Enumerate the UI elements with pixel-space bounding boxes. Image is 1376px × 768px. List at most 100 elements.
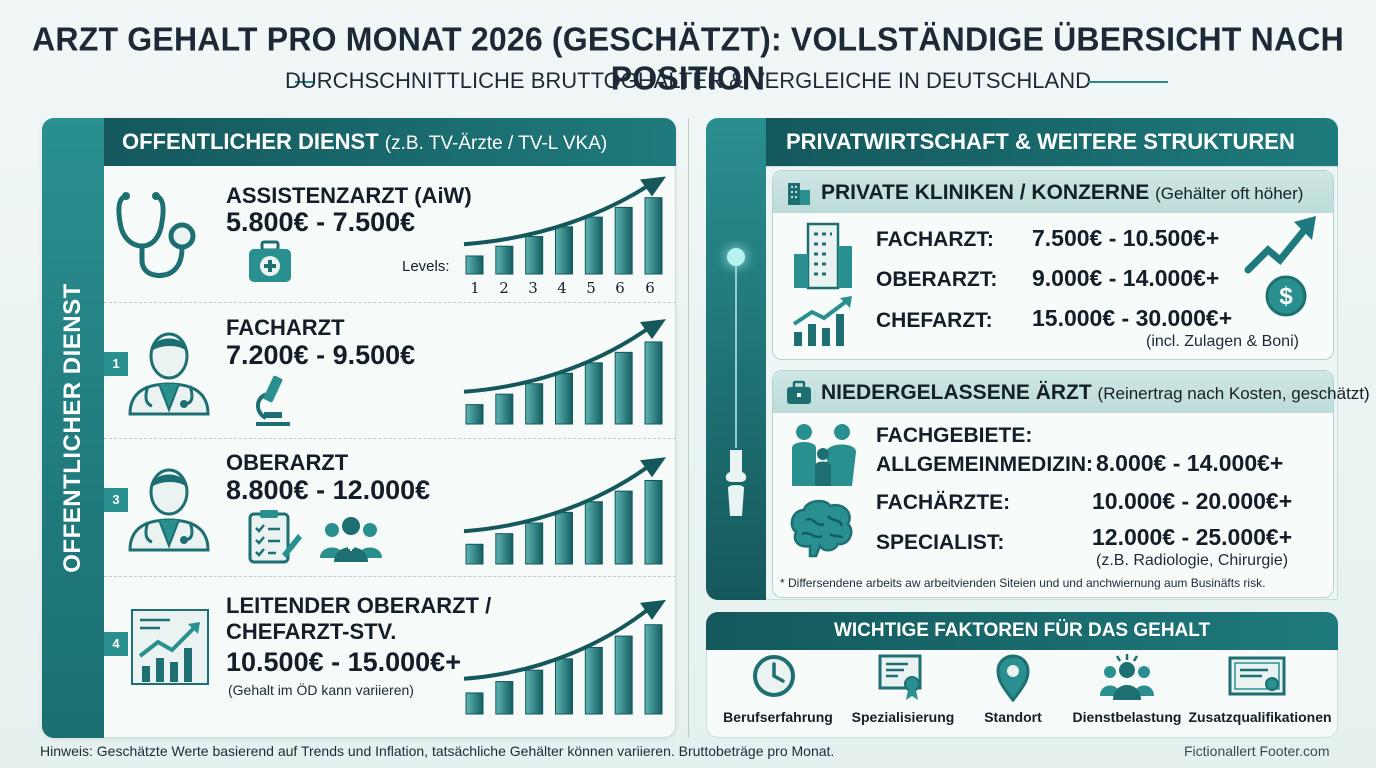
family-icon [792, 424, 856, 486]
specialty-row-label: FACHÄRZTE: [876, 491, 1011, 514]
growth-bar [525, 383, 544, 425]
medical-bag-icon [249, 240, 291, 282]
trend-arrow-head [640, 319, 666, 340]
trend-arrow-line [463, 606, 652, 681]
private-row-value: 15.000€ - 30.000€+ [1032, 305, 1233, 331]
location-pin-icon [996, 654, 1030, 702]
specialty-heading: FACHGEBIETE: [876, 424, 1033, 447]
growth-bar [644, 624, 663, 715]
position-badge: 1 [104, 352, 128, 376]
self-employed-card: NIEDERGELASSENE ÄRZT (Reinertrag nach Ko… [772, 370, 1370, 598]
private-row-label: CHEFARZT: [876, 309, 993, 332]
money-growth-icon: $ [1244, 216, 1316, 317]
growth-bar [644, 479, 663, 565]
specialty-note: (z.B. Radiologie, Chirurgie) [1096, 552, 1289, 569]
trend-arrow-head [640, 176, 666, 197]
disclaimer: * Differsendene arbeits aw arbeitvienden… [780, 576, 1266, 590]
factor-label: Berufserfahrung [723, 709, 833, 725]
brain-icon [790, 499, 853, 558]
position-title: ASSISTENZARZT (AiW) [226, 183, 472, 208]
position-salary-range: 5.800€ - 7.500€ [226, 207, 416, 237]
growth-bar [465, 404, 484, 425]
public-service-header-note: (z.B. TV-Ärzte / TV-L VKA) [384, 133, 608, 154]
growth-bar [465, 692, 484, 715]
footer-note: Hinweis: Geschätzte Werte basierend auf … [40, 743, 835, 759]
private-row-label: FACHARZT: [876, 228, 994, 251]
level-number: 3 [528, 279, 538, 297]
factors-header: WICHTIGE FAKTOREN FÜR DAS GEHALT [706, 612, 1338, 650]
growth-bar [525, 522, 544, 565]
factor-label: Standort [984, 709, 1042, 725]
position-title: FACHARZT [226, 315, 345, 340]
growth-bar [525, 669, 544, 715]
position-salary-range: 10.500€ - 15.000€+ [226, 647, 461, 677]
briefcase-icon [787, 380, 811, 404]
growth-bar [525, 236, 544, 275]
position-badge: 3 [104, 488, 128, 512]
level-number: 2 [499, 279, 509, 297]
footer-source: Fictionallert Footer.com [1184, 743, 1330, 759]
growth-bar [614, 635, 633, 715]
specialty-row-label: SPECIALIST: [876, 531, 1005, 554]
growth-bar [495, 533, 514, 565]
growth-bar [584, 646, 603, 715]
specialty-row-value: 10.000€ - 20.000€+ [1092, 488, 1293, 514]
growth-bar [584, 216, 603, 275]
growth-bar [614, 490, 633, 565]
growth-bar [495, 245, 514, 275]
doctor-icon [128, 332, 210, 416]
subtitle-row: DURCHSCHNITTLICHE BRUTTOGHÄLTER & VERGLE… [0, 68, 1376, 98]
growth-bar [614, 351, 633, 425]
private-sector-header: PRIVATWIRTSCHAFT & WEITERE STRUKTUREN [766, 118, 1338, 166]
self-employed-note: (Reinertrag nach Kosten, geschätzt) [1097, 384, 1370, 403]
public-service-sidebar: OFFENTLICHER DIENST [42, 118, 104, 738]
position-note: (Gehalt im ÖD kann variieren) [228, 682, 414, 698]
growth-bar [584, 501, 603, 565]
trend-arrow-line [463, 325, 652, 394]
trend-arrow-head [640, 457, 666, 478]
level-number: 6 [615, 279, 625, 297]
right-sidebar [706, 118, 766, 600]
factor-label: Zusatzqualifikationen [1188, 709, 1332, 725]
private-clinics-card-header: PRIVATE KLINIKEN / KONZERNE (Gehälter of… [773, 171, 1333, 213]
growth-bar [555, 511, 573, 565]
diploma-icon [1228, 656, 1286, 696]
specialty-row-label: ALLGEMEINMEDIZIN: [876, 453, 1093, 476]
factor-label: Spezialisierung [851, 709, 955, 725]
rising-chart-icon [131, 609, 209, 685]
private-row-value: 7.500€ - 10.500€+ [1032, 225, 1220, 251]
growth-bar [614, 206, 633, 275]
knee-joint-icon [725, 450, 747, 516]
growth-bar-chart [463, 457, 666, 565]
growth-bar-chart [463, 176, 666, 275]
private-clinics-title: PRIVATE KLINIKEN / KONZERNE [821, 181, 1150, 204]
level-number: 5 [586, 279, 596, 297]
public-service-side-label: OFFENTLICHER DIENST [59, 283, 86, 573]
growth-bar [555, 226, 573, 275]
doctor-icon [128, 468, 210, 552]
hospital-building-icon [794, 222, 852, 290]
trend-arrow-line [463, 182, 652, 247]
team-icon [320, 517, 382, 562]
row-divider [104, 576, 676, 577]
self-employed-title: NIEDERGELASSENE ÄRZT [821, 381, 1092, 404]
position-salary-range: 7.200€ - 9.500€ [226, 340, 416, 370]
public-service-header: OFFENTLICHER DIENST (z.B. TV-Ärzte / TV-… [104, 118, 676, 166]
position-badge: 4 [104, 632, 128, 656]
clipboard-checklist-icon [248, 510, 302, 564]
level-number: 4 [557, 279, 567, 297]
building-icon [788, 183, 810, 205]
levels-label: Levels: [402, 258, 450, 275]
growth-bar [495, 393, 514, 425]
trend-arrow-line [463, 463, 652, 534]
growth-bar [644, 197, 663, 275]
factor-label: Dienstbelastung [1072, 709, 1182, 725]
growth-bar [465, 543, 484, 565]
private-note: (incl. Zulagen & Boni) [1146, 333, 1299, 350]
panel-divider [688, 118, 689, 738]
specialty-row-value: 8.000€ - 14.000€+ [1096, 450, 1284, 476]
growth-bar [465, 255, 484, 275]
stressed-team-icon [1100, 654, 1154, 700]
level-number: 6 [645, 279, 655, 297]
stethoscope-icon [116, 192, 196, 278]
